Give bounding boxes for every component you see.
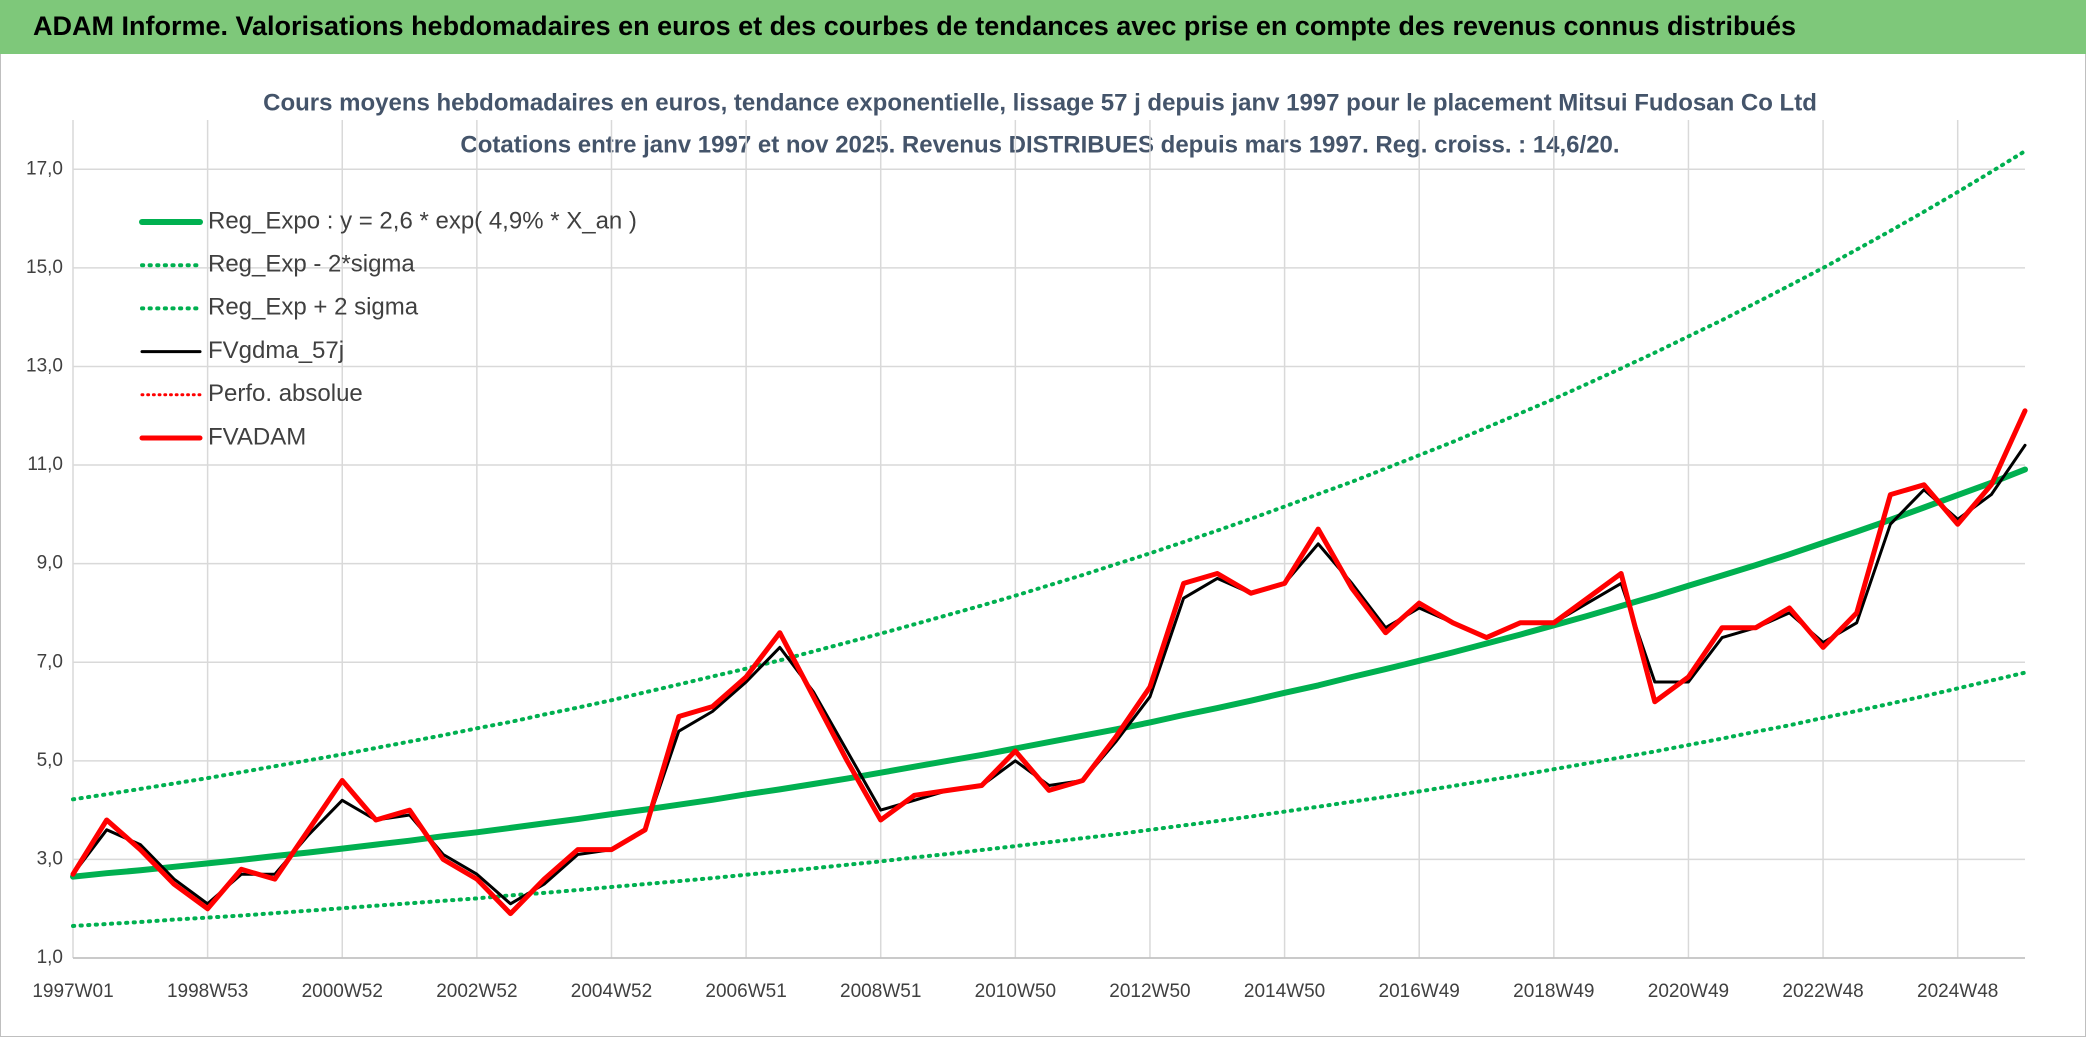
y-tick-label: 7,0 bbox=[37, 651, 63, 672]
x-tick-label: 2024W48 bbox=[1917, 981, 1998, 1002]
y-tick-label: 3,0 bbox=[37, 848, 63, 869]
y-tick-label: 17,0 bbox=[26, 158, 63, 179]
series-line bbox=[70, 466, 2028, 880]
series-line bbox=[71, 443, 2027, 906]
series-line bbox=[70, 408, 2028, 917]
legend-label: FVADAM bbox=[208, 423, 306, 450]
x-tick-label: 2020W49 bbox=[1648, 981, 1729, 1002]
x-tick-label: 2004W52 bbox=[571, 981, 652, 1002]
x-tick-label: 2002W52 bbox=[436, 981, 517, 1002]
x-tick-label: 2000W52 bbox=[302, 981, 383, 1002]
x-tick-label: 2016W49 bbox=[1379, 981, 1460, 1002]
x-tick-label: 2008W51 bbox=[840, 981, 921, 1002]
x-tick-label: 2006W51 bbox=[705, 981, 786, 1002]
x-tick-label: 2010W50 bbox=[975, 981, 1056, 1002]
legend-label: FVgdma_57j bbox=[208, 337, 344, 364]
legend-label: Reg_Exp - 2*sigma bbox=[208, 251, 415, 278]
y-tick-label: 15,0 bbox=[26, 257, 63, 278]
y-tick-label: 9,0 bbox=[37, 553, 63, 574]
legend-label: Perfo. absolue bbox=[208, 380, 363, 407]
chart-subtitle: Cotations entre janv 1997 et nov 2025. R… bbox=[460, 131, 1619, 158]
y-tick-label: 5,0 bbox=[37, 750, 63, 771]
series-line bbox=[71, 670, 2027, 928]
header-bar bbox=[0, 0, 2086, 54]
legend-label: Reg_Exp + 2 sigma bbox=[208, 294, 419, 321]
x-tick-label: 2014W50 bbox=[1244, 981, 1325, 1002]
legend-label: Reg_Expo : y = 2,6 * exp( 4,9% * X_an ) bbox=[208, 207, 637, 234]
x-tick-label: 1997W01 bbox=[32, 981, 113, 1002]
y-tick-label: 13,0 bbox=[26, 355, 63, 376]
header-title: ADAM Informe. Valorisations hebdomadaire… bbox=[33, 11, 1796, 41]
chart-title: Cours moyens hebdomadaires en euros, ten… bbox=[263, 89, 1817, 116]
x-tick-label: 2012W50 bbox=[1109, 981, 1190, 1002]
x-tick-label: 2022W48 bbox=[1782, 981, 1863, 1002]
y-tick-label: 11,0 bbox=[27, 454, 63, 475]
x-tick-label: 1998W53 bbox=[167, 981, 248, 1002]
y-tick-label: 1,0 bbox=[37, 947, 63, 968]
x-tick-label: 2018W49 bbox=[1513, 981, 1594, 1002]
